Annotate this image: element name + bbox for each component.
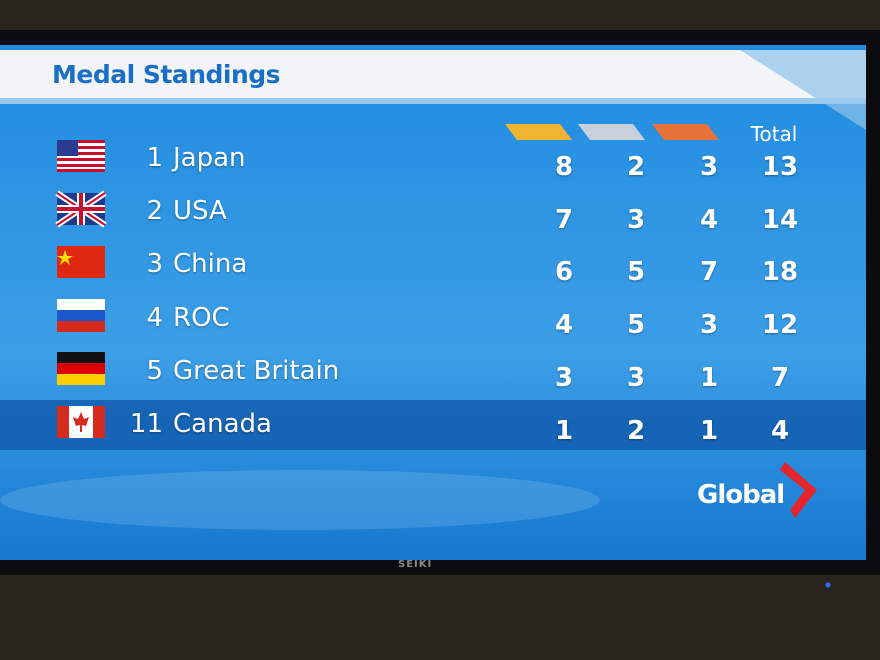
flag bbox=[57, 299, 105, 332]
gold-count: 6 bbox=[554, 257, 574, 288]
tv-brand: SEIKI bbox=[398, 559, 433, 570]
bronze-count: 3 bbox=[699, 152, 719, 182]
bronze-count: 4 bbox=[699, 204, 719, 235]
country: USA bbox=[173, 196, 227, 227]
bronze-count: 1 bbox=[699, 415, 719, 446]
flag bbox=[57, 406, 105, 438]
total-count: 18 bbox=[761, 257, 799, 288]
rank: 3 bbox=[146, 249, 163, 280]
rank: 4 bbox=[146, 302, 163, 333]
gold-count: 3 bbox=[554, 362, 574, 393]
bronze-count: 3 bbox=[699, 310, 719, 341]
total-count: 4 bbox=[770, 415, 790, 446]
bronze-count: 1 bbox=[699, 362, 719, 393]
gold-count: 7 bbox=[554, 204, 574, 235]
flag bbox=[57, 246, 105, 278]
total-count: 14 bbox=[761, 204, 799, 235]
column-header: Total bbox=[750, 122, 798, 146]
total-count: 7 bbox=[770, 362, 790, 393]
country: Great Britain bbox=[173, 355, 340, 386]
silver-count: 5 bbox=[626, 310, 646, 341]
country: Japan bbox=[173, 143, 246, 173]
gold-count: 8 bbox=[554, 152, 574, 182]
total-count: 13 bbox=[761, 152, 799, 182]
title: Medal Standings bbox=[52, 60, 281, 89]
rank: 5 bbox=[146, 355, 163, 386]
silver-count: 2 bbox=[626, 152, 646, 182]
logo: Global bbox=[697, 480, 785, 510]
silver-count: 3 bbox=[626, 204, 646, 235]
gold-count: 1 bbox=[554, 415, 574, 446]
rank: 11 bbox=[129, 409, 163, 439]
rank: 2 bbox=[146, 196, 163, 227]
bronze-count: 7 bbox=[699, 257, 719, 288]
silver-count: 2 bbox=[626, 415, 646, 446]
flag bbox=[55, 190, 107, 228]
silver-count: 5 bbox=[626, 257, 646, 288]
gold-count: 4 bbox=[554, 310, 574, 341]
total-count: 12 bbox=[761, 310, 799, 341]
country: Canada bbox=[173, 409, 272, 439]
silver-count: 3 bbox=[626, 362, 646, 393]
flag bbox=[57, 140, 105, 172]
country: China bbox=[173, 249, 248, 280]
flag bbox=[57, 352, 105, 385]
country: ROC bbox=[173, 302, 230, 333]
rank: 1 bbox=[146, 143, 163, 173]
